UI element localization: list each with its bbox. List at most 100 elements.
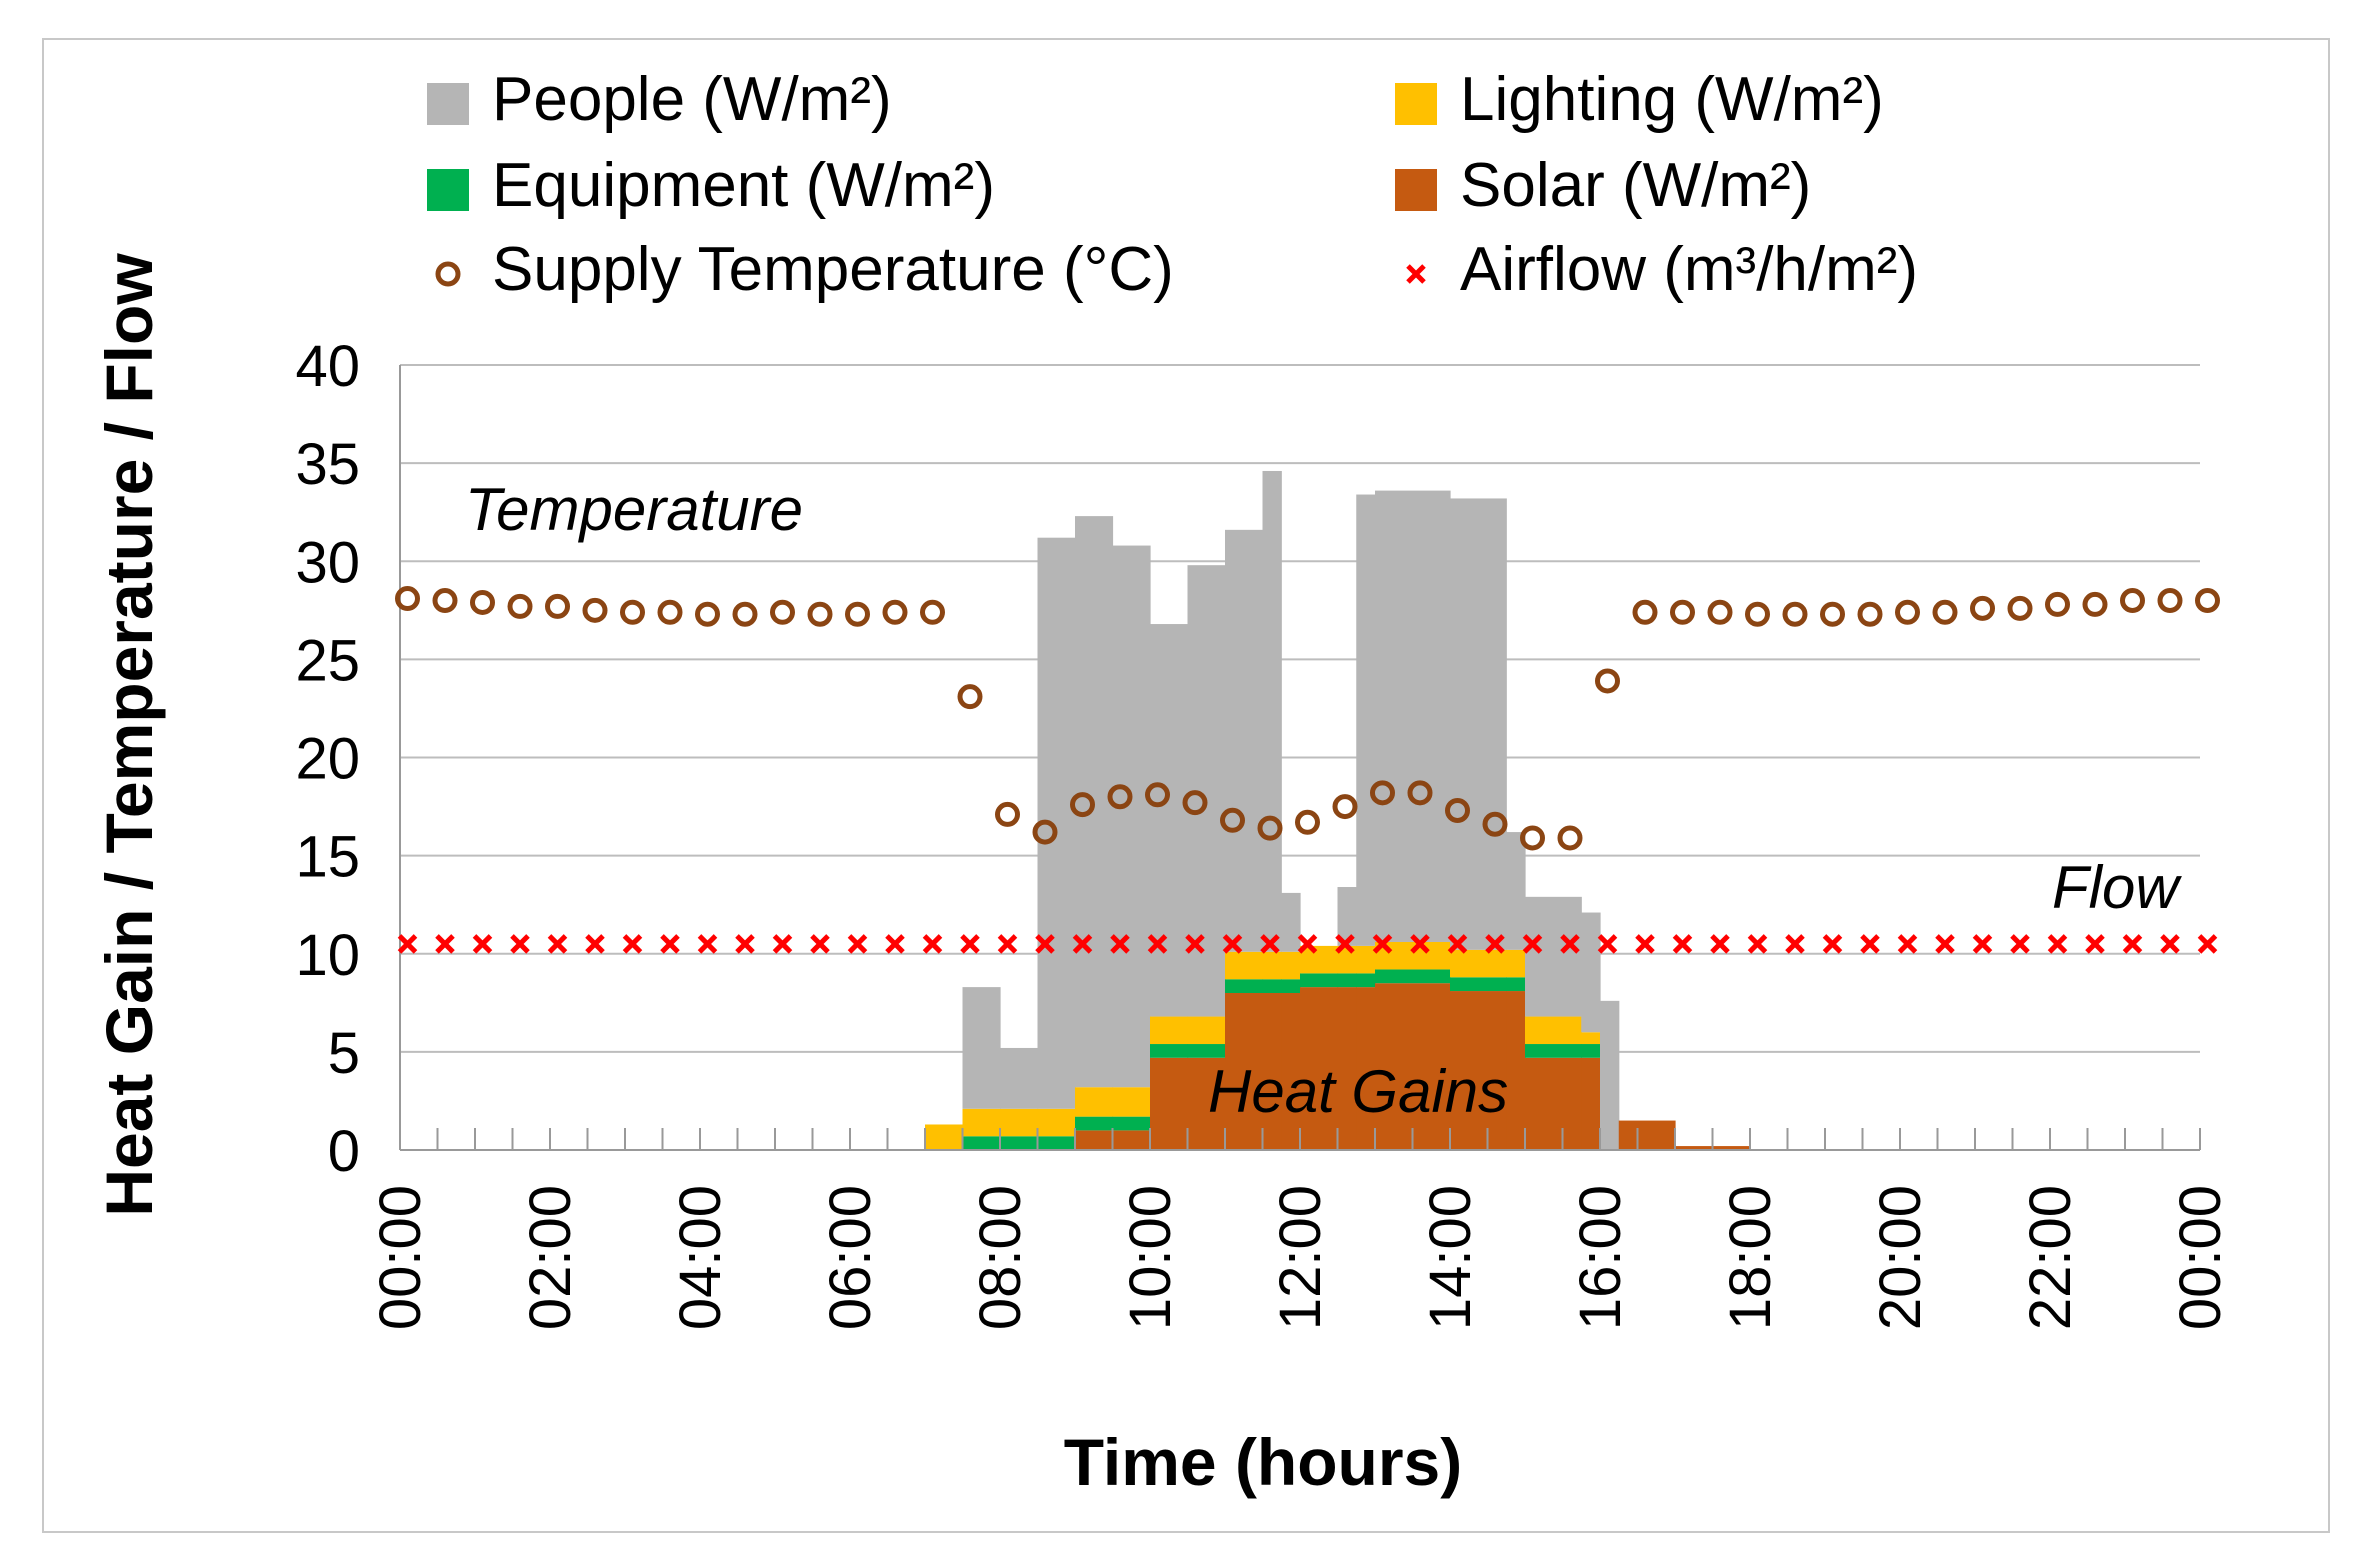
airflow-cross-stroke xyxy=(1597,934,1618,954)
solar-bar-segment xyxy=(1300,987,1339,1150)
airflow-cross-stroke xyxy=(2160,934,2180,954)
lighting-bar-segment xyxy=(925,1124,964,1150)
airflow-marker xyxy=(2085,934,2105,954)
airflow-cross-stroke xyxy=(510,934,530,954)
equipment-bar-segment xyxy=(1337,973,1357,988)
airflow-cross-stroke xyxy=(885,934,905,954)
airflow-cross-stroke xyxy=(1297,934,1318,954)
x-tick-label: 00:00 xyxy=(2168,1185,2233,1330)
airflow-marker xyxy=(660,934,680,954)
airflow-cross-stroke xyxy=(2122,934,2143,954)
airflow-legend-swatch xyxy=(1406,264,1426,284)
temperature-marker xyxy=(470,589,495,615)
airflow-cross-stroke xyxy=(660,934,680,954)
temperature-marker xyxy=(770,599,795,625)
temperature-legend-label: Supply Temperature (°C) xyxy=(492,235,1174,304)
temperature-marker xyxy=(845,601,870,627)
airflow-cross-stroke xyxy=(1710,934,1730,954)
solar-bar-segment xyxy=(1618,1120,1676,1150)
airflow-marker xyxy=(1297,934,1318,954)
airflow-marker xyxy=(1710,934,1730,954)
lighting-bar-segment xyxy=(1356,945,1376,974)
equipment-bar-segment xyxy=(1281,979,1301,993)
equipment-bar-segment xyxy=(1225,979,1264,993)
airflow-marker xyxy=(2197,934,2218,954)
equipment-bar-segment xyxy=(1375,969,1451,984)
y-tick-label: 5 xyxy=(328,1021,360,1086)
y-tick-label: 15 xyxy=(295,825,360,890)
lighting-bar-segment xyxy=(1112,1087,1151,1117)
airflow-marker xyxy=(1560,934,1580,954)
airflow-cross-stroke xyxy=(1972,934,1993,954)
equipment-legend-label: Equipment (W/m²) xyxy=(492,151,995,220)
solar-legend-label: Solar (W/m²) xyxy=(1460,151,1811,220)
solar-bar-segment xyxy=(1356,987,1376,1150)
lighting-bar-segment xyxy=(1262,951,1282,980)
equipment-bar-segment xyxy=(1262,979,1282,993)
x-tick-label: 22:00 xyxy=(2018,1185,2083,1330)
x-tick-label: 02:00 xyxy=(518,1185,583,1330)
lighting-legend-label: Lighting (W/m²) xyxy=(1460,65,1884,134)
y-tick-label: 30 xyxy=(295,530,360,595)
airflow-cross-stroke xyxy=(1822,934,1843,954)
temperature-marker xyxy=(1182,790,1208,816)
airflow-marker xyxy=(922,934,943,954)
temperature-marker xyxy=(582,597,608,623)
airflow-cross-stroke xyxy=(1785,934,1805,954)
temperature-marker xyxy=(695,601,720,627)
legend-item-people: People (W/m²) xyxy=(427,65,892,134)
temperature-marker xyxy=(2007,595,2033,621)
airflow-cross-stroke xyxy=(997,934,1018,954)
lighting-bar-segment xyxy=(962,1108,1001,1137)
legend-item-solar: Solar (W/m²) xyxy=(1395,151,1811,220)
solar-bar-segment xyxy=(1337,987,1357,1150)
y-axis-title: Heat Gain / Temperature / Flow xyxy=(92,253,166,1217)
airflow-cross-stroke xyxy=(1635,934,1655,954)
lighting-bar-segment xyxy=(1000,1108,1039,1137)
airflow-cross-stroke xyxy=(847,934,868,954)
temperature-marker xyxy=(657,599,683,625)
equipment-bar-segment xyxy=(1150,1044,1189,1058)
airflow-cross-stroke xyxy=(1860,934,1880,954)
y-tick-label: 35 xyxy=(295,432,360,497)
temperature-marker xyxy=(2045,591,2070,617)
temperature-marker xyxy=(1932,599,1958,625)
temperature-marker xyxy=(2157,588,2183,613)
airflow-marker xyxy=(547,934,568,954)
people-bar-segment xyxy=(1112,545,1151,1088)
airflow-marker xyxy=(2047,934,2068,954)
x-tick-label: 10:00 xyxy=(1118,1185,1183,1330)
airflow-cross-stroke xyxy=(1110,934,1130,954)
airflow-marker xyxy=(1897,934,1918,954)
people-bar-segment xyxy=(962,987,1001,1109)
lighting-bar-segment xyxy=(1037,1108,1076,1137)
equipment-legend-swatch xyxy=(427,169,469,211)
airflow-legend-label: Airflow (m³/h/m²) xyxy=(1460,235,1918,304)
airflow-marker xyxy=(1485,934,1505,954)
airflow-marker xyxy=(960,934,980,954)
solar-bar-segment xyxy=(1225,993,1264,1150)
airflow-marker xyxy=(510,934,530,954)
temperature-marker xyxy=(1332,794,1358,820)
temperature-annotation: Temperature xyxy=(465,476,803,543)
temperature-marker xyxy=(882,599,908,625)
equipment-bar-segment xyxy=(1356,973,1376,988)
airflow-marker xyxy=(1260,934,1280,954)
airflow-cross-stroke xyxy=(1560,934,1580,954)
airflow-marker xyxy=(1860,934,1880,954)
airflow-marker xyxy=(2160,934,2180,954)
solar-bar-segment xyxy=(1150,1057,1189,1150)
legend-item-lighting: Lighting (W/m²) xyxy=(1395,65,1884,134)
x-tick-label: 14:00 xyxy=(1418,1185,1483,1330)
equipment-bar-segment xyxy=(1450,977,1507,992)
airflow-marker xyxy=(1072,934,1093,954)
equipment-bar-segment xyxy=(1581,1044,1601,1058)
solar-bar-segment xyxy=(1450,991,1507,1150)
stacked-bars xyxy=(925,470,1751,1150)
airflow-cross-stroke xyxy=(1935,934,1955,954)
airflow-cross-stroke xyxy=(1147,934,1168,954)
airflow-cross-stroke xyxy=(1072,934,1093,954)
lighting-bar-segment xyxy=(1300,945,1339,974)
airflow-cross-stroke xyxy=(922,934,943,954)
airflow-cross-stroke xyxy=(1222,934,1243,954)
